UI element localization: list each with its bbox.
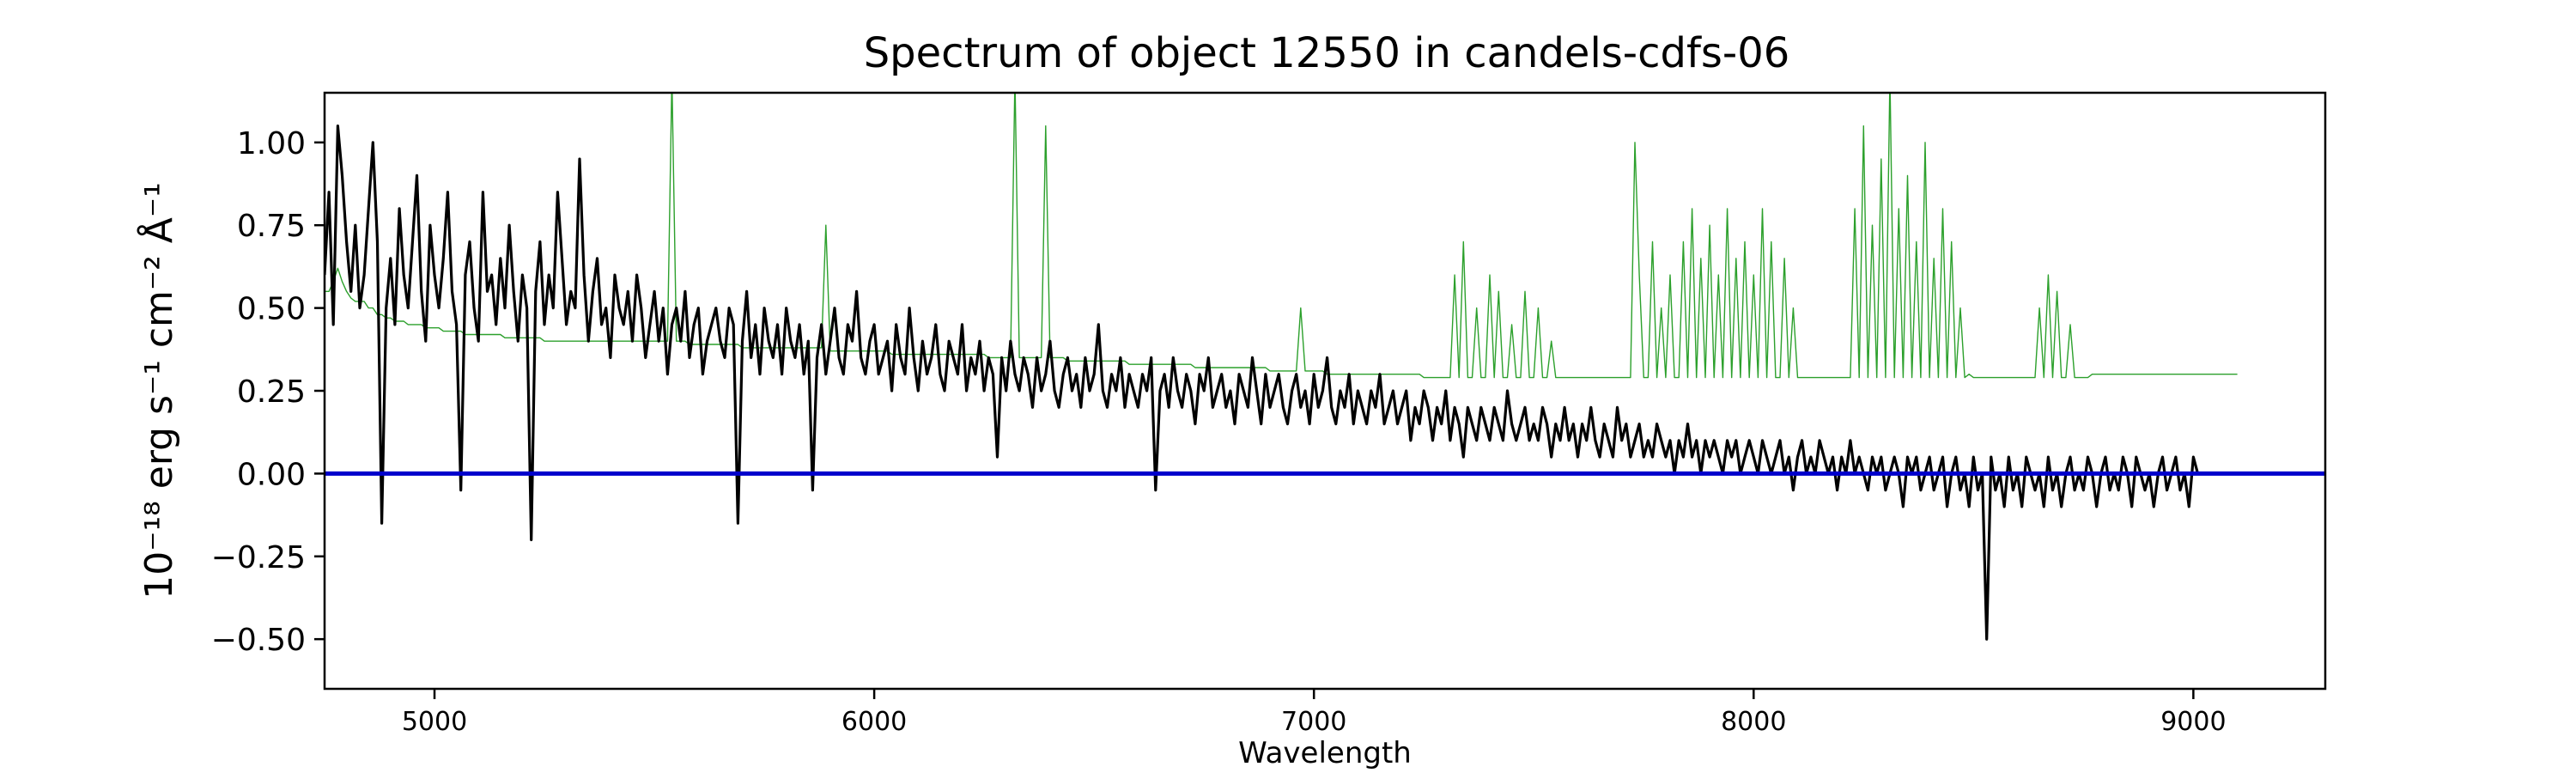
y-tick-label: 0.75 bbox=[237, 209, 306, 244]
y-tick-label: 1.00 bbox=[237, 126, 306, 161]
y-axis-label: 10⁻¹⁸ erg s⁻¹ cm⁻² Å⁻¹ bbox=[136, 182, 181, 599]
y-tick-label: −0.50 bbox=[211, 623, 306, 658]
y-axis: −0.50 −0.25 0.00 0.25 0.50 0.75 1.00 bbox=[211, 126, 325, 658]
y-tick-label: −0.25 bbox=[211, 540, 306, 575]
y-tick-label: 0.50 bbox=[237, 292, 306, 327]
observed-flux-line bbox=[325, 125, 2200, 641]
x-tick-label: 7000 bbox=[1281, 707, 1346, 737]
y-tick-label: 0.25 bbox=[237, 374, 306, 410]
x-tick-label: 8000 bbox=[1721, 707, 1786, 737]
x-tick-label: 5000 bbox=[402, 707, 467, 737]
x-axis-label: Wavelength bbox=[1238, 736, 1412, 770]
x-axis: 5000 6000 7000 8000 9000 bbox=[402, 689, 2227, 737]
x-tick-label: 9000 bbox=[2160, 707, 2226, 737]
x-tick-label: 6000 bbox=[841, 707, 907, 737]
y-tick-label: 0.00 bbox=[237, 457, 306, 492]
plot-area bbox=[325, 93, 2325, 641]
chart-title: Spectrum of object 12550 in candels-cdfs… bbox=[864, 29, 1790, 77]
